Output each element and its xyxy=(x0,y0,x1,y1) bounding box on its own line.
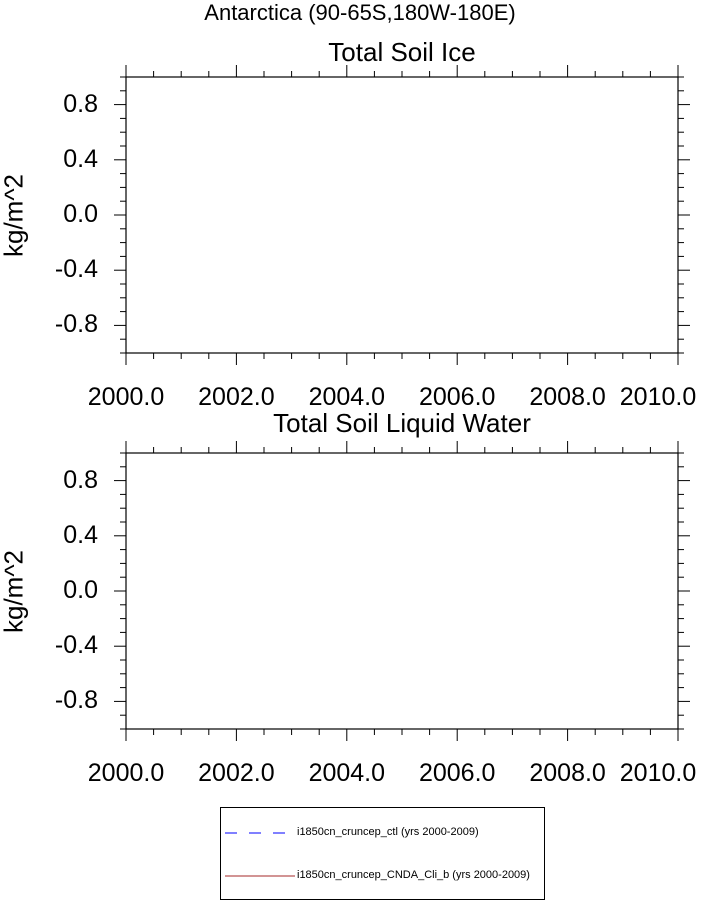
x-tick-label: 2008.0 xyxy=(529,383,606,411)
x-tick-label: 2004.0 xyxy=(308,759,386,787)
x-tick-label: 2008.0 xyxy=(529,759,606,787)
plot-frame xyxy=(125,452,679,730)
x-tick-label: 2000.0 xyxy=(87,759,165,787)
x-tick-label: 2010.0 xyxy=(619,759,697,787)
y-tick-label: 0.0 xyxy=(63,576,98,604)
legend-label-ctl: i1850cn_cruncep_ctl (yrs 2000-2009) xyxy=(297,826,479,838)
x-tick-label: 2004.0 xyxy=(308,383,386,411)
x-tick-label: 2010.0 xyxy=(619,383,697,411)
y-tick-label: 0.0 xyxy=(63,200,98,228)
legend-label-cnda: i1850cn_cruncep_CNDA_Cli_b (yrs 2000-200… xyxy=(297,869,530,881)
y-tick-label: 0.8 xyxy=(63,89,98,118)
legend: i1850cn_cruncep_ctl (yrs 2000-2009) i185… xyxy=(220,807,545,900)
chart-title: Total Soil Ice xyxy=(328,37,476,67)
y-tick-label: 0.4 xyxy=(63,520,98,549)
y-tick-label: -0.8 xyxy=(54,310,98,339)
y-tick-label: 0.4 xyxy=(63,144,98,173)
y-tick-label: 0.8 xyxy=(63,465,98,494)
legend-line-ctl xyxy=(225,832,295,834)
y-tick-label: -0.4 xyxy=(54,255,98,284)
y-tick-label: -0.4 xyxy=(54,631,98,660)
x-tick-label: 2002.0 xyxy=(198,383,275,411)
x-tick-label: 2006.0 xyxy=(418,383,496,411)
x-tick-label: 2006.0 xyxy=(418,759,496,787)
chart-title: Total Soil Liquid Water xyxy=(273,408,531,438)
plot-frame xyxy=(125,76,679,354)
y-tick-label: -0.8 xyxy=(54,686,98,715)
x-tick-label: 2002.0 xyxy=(198,759,275,787)
legend-line-cnda xyxy=(225,875,295,877)
main-title: Antarctica (90-65S,180W-180E) xyxy=(204,0,516,25)
x-tick-label: 2000.0 xyxy=(87,383,165,411)
